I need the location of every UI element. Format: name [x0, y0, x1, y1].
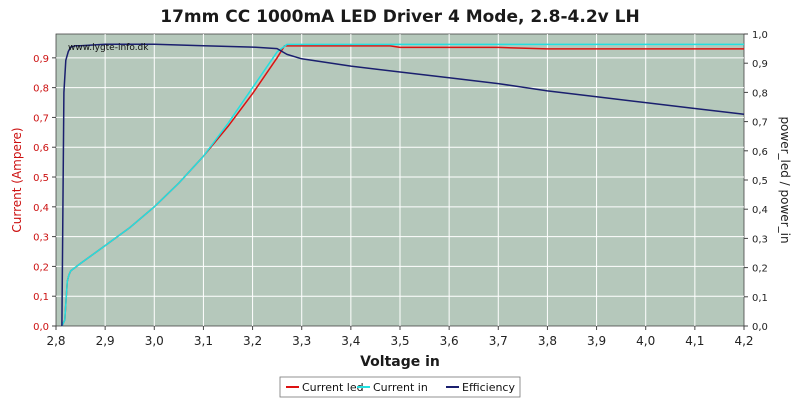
y-right-tick-label: 0,4: [752, 205, 768, 216]
y-right-tick-label: 0,8: [752, 88, 768, 99]
y-left-tick-label: 0,9: [33, 54, 49, 65]
x-tick-label: 4,2: [734, 334, 753, 348]
y-axis-left: 0,0 0,1 0,2 0,3 0,4 0,5 0,6 0,7 0,8 0,9: [33, 54, 56, 333]
x-tick-label: 3,5: [390, 334, 409, 348]
y-right-tick-label: 0,1: [752, 293, 768, 304]
watermark: www.lygte-info.dk: [68, 43, 149, 53]
legend: Current led Current in Efficiency: [279, 376, 521, 398]
y-right-tick-label: 0,2: [752, 264, 768, 275]
x-tick-label: 4,1: [685, 334, 704, 348]
legend-box: [279, 376, 521, 398]
x-tick-label: 3,0: [145, 334, 164, 348]
chart-title: 17mm CC 1000mA LED Driver 4 Mode, 2.8-4.…: [160, 7, 639, 27]
y-axis-right-label: power_led / power_in: [778, 116, 792, 243]
y-axis-right: 0,0 0,1 0,2 0,3 0,4 0,5 0,6 0,7 0,8 0,9 1,0: [744, 30, 768, 333]
y-left-tick-label: 0,5: [33, 173, 49, 184]
x-axis-label: Voltage in: [360, 354, 440, 370]
legend-label-current-in: Current in: [373, 381, 428, 394]
legend-label-current-led: Current led: [302, 381, 364, 394]
y-right-tick-label: 0,9: [752, 59, 768, 70]
x-tick-label: 3,4: [341, 334, 360, 348]
y-left-tick-label: 0,7: [33, 113, 49, 124]
x-tick-label: 2,9: [96, 334, 115, 348]
y-left-tick-label: 0,3: [33, 233, 49, 244]
x-tick-label: 3,9: [587, 334, 606, 348]
x-axis: 2,8 2,9 3,0 3,1 3,2 3,3 3,4 3,5 3,6 3,7 3,8 3,9 4,0 4…: [46, 326, 754, 348]
y-right-tick-label: 0,6: [752, 147, 768, 158]
x-tick-label: 2,8: [46, 334, 65, 348]
series-line-current-in: [61, 43, 744, 327]
x-tick-label: 3,8: [538, 334, 557, 348]
x-tick-label: 3,3: [292, 334, 311, 348]
y-right-tick-label: 1,0: [752, 30, 768, 41]
y-left-tick-label: 0,1: [33, 292, 49, 303]
y-left-tick-label: 0,8: [33, 84, 49, 95]
x-tick-label: 3,1: [194, 334, 213, 348]
series-layer: [61, 43, 745, 327]
x-tick-label: 4,0: [636, 334, 655, 348]
y-right-tick-label: 0,7: [752, 118, 768, 129]
legend-items: Current led Current in Efficiency: [286, 381, 515, 394]
y-left-tick-label: 0,6: [33, 143, 49, 154]
y-axis-left-label: Current (Ampere): [10, 127, 24, 232]
y-right-tick-label: 0,3: [752, 234, 768, 245]
x-tick-label: 3,2: [243, 334, 262, 348]
y-right-tick-label: 0,0: [752, 322, 768, 333]
series-line-efficiency: [61, 43, 745, 327]
y-left-tick-label: 0,0: [33, 322, 49, 333]
grid: [56, 34, 744, 326]
legend-label-efficiency: Efficiency: [462, 381, 515, 394]
x-tick-label: 3,6: [440, 334, 459, 348]
y-right-tick-label: 0,5: [752, 176, 768, 187]
x-tick-label: 3,7: [489, 334, 508, 348]
y-left-tick-label: 0,2: [33, 262, 49, 273]
y-left-tick-label: 0,4: [33, 203, 49, 214]
